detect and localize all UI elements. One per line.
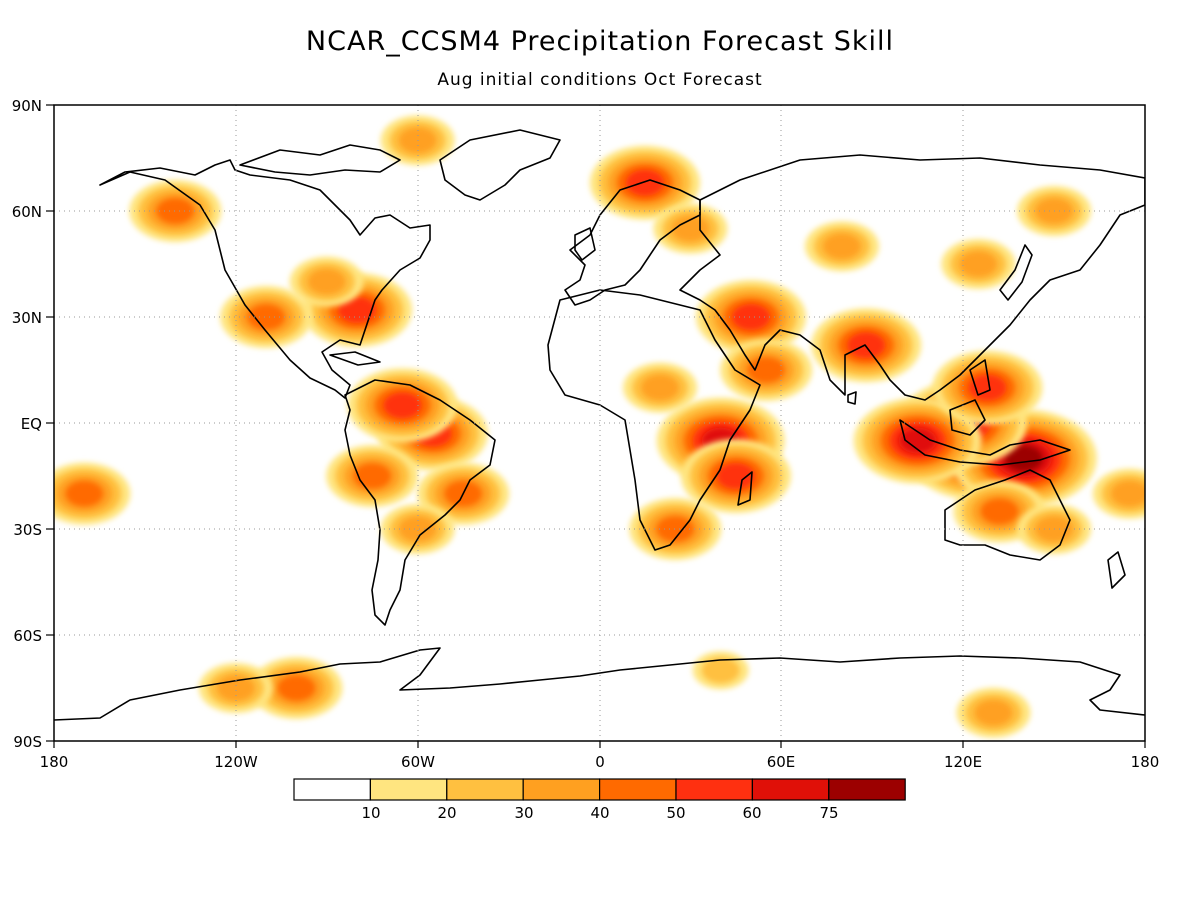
skill-region [398,516,437,542]
colorbar-label-50: 50 [666,804,685,822]
skill-region [625,169,664,196]
lon-label-0: 0 [595,753,605,771]
lat-label-eq: EQ [21,415,42,433]
skill-region [747,357,786,383]
colorbar-labels: 10 20 30 40 50 60 75 [361,804,838,822]
colorbar-swatch [751,778,830,801]
coastline-asia [679,154,1145,401]
coastline-south-america [344,379,496,626]
colorbar-swatch [675,778,754,801]
coastline-africa [547,289,761,551]
coastline-philippines [969,359,991,396]
skill-region [959,251,998,277]
colorbar-label-20: 20 [437,804,456,822]
lat-label-60n: 60N [12,203,42,221]
colorbar-label-10: 10 [361,804,380,822]
skill-region [641,374,680,401]
coastline-europe [564,179,701,306]
skill-region [898,427,937,454]
coastline-new-zealand [1107,551,1126,589]
skill-region [307,268,346,295]
lon-label-180w: 180 [40,753,69,771]
skill-region [980,498,1019,525]
skill-region [277,675,316,701]
lat-label-90n: 90N [12,97,42,115]
chart-subtitle: Aug initial conditions Oct Forecast [437,70,763,90]
coastline-greenland [439,129,561,201]
lon-label-60w: 60W [401,753,435,771]
coastline-japan [999,244,1033,301]
colorbar-swatch [369,778,448,801]
colorbar-label-75: 75 [819,804,838,822]
skill-region [716,463,755,489]
coastline-indonesia [899,419,1071,466]
lon-label-60e: 60E [767,753,796,771]
skill-region [247,304,286,330]
skill-region [65,480,104,507]
colorbar-swatch [293,778,372,801]
coastline-madagascar [737,471,753,506]
skill-shading [54,115,1145,738]
axis-ticks [46,104,1146,748]
skill-region [383,392,422,419]
skill-region [732,304,771,330]
lon-label-120e: 120E [944,753,982,771]
coastline-india-sri-lanka [847,391,857,405]
coastline-britain [574,227,596,261]
skill-region [156,198,195,224]
lon-label-120w: 120W [214,753,258,771]
coastline-borneo [949,399,986,436]
coastline-australia [944,469,1071,561]
coastline-cuba [329,351,381,366]
coastline-antarctica [54,647,1145,721]
skill-region [656,516,695,542]
colorbar-swatch [598,778,677,801]
coastline-arctic-islands [239,144,401,176]
skill-region [1004,445,1043,472]
grid-lines [54,105,1145,741]
colorbar-label-30: 30 [514,804,533,822]
colorbar-label-40: 40 [590,804,609,822]
colorbar-swatch [828,778,906,801]
colorbar-label-60: 60 [742,804,761,822]
skill-region [338,296,377,323]
colorbar-swatch [522,778,601,801]
lat-label-90s: 90S [13,733,42,751]
skill-region [822,233,861,260]
skill-region [1110,480,1145,507]
skill-region [701,657,740,684]
colorbar-swatch [446,778,524,801]
chart-title: NCAR_CCSM4 Precipitation Forecast Skill [305,26,895,57]
lon-label-180e: 180 [1131,753,1160,771]
lat-label-30s: 30S [13,521,42,539]
skill-region [974,699,1013,726]
lat-label-30n: 30N [12,309,42,327]
colorbar [293,778,906,801]
lat-label-60s: 60S [13,627,42,645]
coastlines [54,129,1145,721]
